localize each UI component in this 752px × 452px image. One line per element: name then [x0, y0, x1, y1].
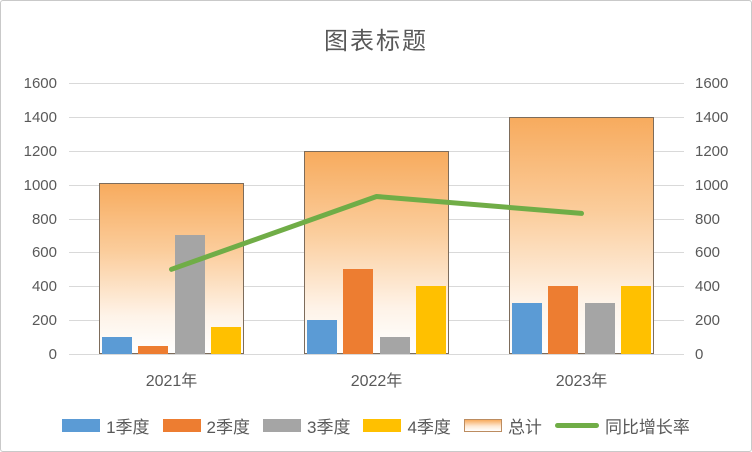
y-axis-tick-label: 0 [695, 346, 704, 363]
bar-group-2023年 [509, 286, 654, 354]
x-axis-category-label: 2023年 [555, 373, 608, 390]
y-axis-tick-label: 1000 [695, 176, 729, 194]
gridline [69, 354, 684, 355]
y-axis-tick-label: 600 [31, 244, 57, 262]
legend-label-q2: 2季度 [206, 418, 250, 437]
legend-label-q1: 1季度 [106, 418, 150, 437]
y-axis-tick-label: 1400 [23, 108, 57, 126]
bar-q2-2022年 [343, 269, 374, 354]
legend-item-q2: 2季度 [162, 413, 250, 438]
legend-item-q3: 3季度 [263, 413, 350, 438]
y-axis-tick-label: 1400 [695, 108, 729, 126]
legend: 1季度 2季度 3季度 4季度 总计 同比增长率 [1, 413, 751, 438]
y-axis-tick-label: 400 [695, 278, 721, 296]
bar-q4-2022年 [415, 286, 446, 354]
chart-title: 图表标题 [324, 28, 428, 55]
legend-swatch-total [463, 419, 502, 432]
legend-swatch-q2 [162, 419, 201, 432]
y-axis-tick-label: 600 [695, 244, 721, 262]
bar-group-2022年 [304, 269, 449, 354]
legend-swatch-q3 [263, 419, 301, 432]
bar-q3-2021年 [174, 235, 205, 354]
legend-label-yoy-growth: 同比增长率 [604, 418, 690, 437]
y-axis-tick-label: 1200 [695, 142, 729, 160]
legend-label-q4: 4季度 [407, 418, 451, 437]
y-axis-tick-label: 800 [31, 210, 57, 228]
legend-item-q1: 1季度 [62, 413, 150, 438]
legend-label-total: 总计 [507, 418, 542, 437]
y-axis-tick-label: 800 [695, 210, 721, 228]
legend-label-q3: 3季度 [307, 418, 351, 437]
legend-swatch-q1 [62, 419, 101, 432]
bar-q2-2021年 [138, 345, 169, 354]
legend-swatch-yoy-growth [554, 423, 599, 428]
plot-area [69, 83, 684, 355]
gridline [69, 116, 684, 118]
bar-q1-2022年 [307, 320, 337, 354]
legend-item-total: 总计 [463, 413, 542, 438]
y-axis-tick-label: 1600 [23, 75, 57, 92]
y-axis-tick-label: 400 [31, 278, 57, 296]
y-axis-tick-label: 1000 [23, 176, 57, 194]
bar-q3-2022年 [379, 337, 410, 354]
x-axis-category-label: 2022年 [350, 373, 403, 390]
bar-q1-2021年 [102, 337, 132, 354]
bar-group-2021年 [99, 235, 244, 354]
x-axis-category-label: 2021年 [145, 373, 198, 390]
line-yoy-growth [169, 193, 584, 272]
bar-q2-2023年 [548, 286, 579, 354]
legend-swatch-q4 [363, 419, 402, 432]
y-axis-tick-label: 1600 [695, 75, 729, 92]
bar-q4-2021年 [210, 326, 241, 354]
gridline [69, 83, 684, 84]
legend-item-yoy-growth: 同比增长率 [554, 413, 690, 438]
y-axis-tick-label: 200 [31, 312, 57, 330]
y-axis-tick-label: 0 [48, 346, 57, 363]
bar-q1-2023年 [512, 303, 542, 354]
bar-q3-2023年 [584, 303, 615, 354]
legend-item-q4: 4季度 [363, 413, 451, 438]
bar-q4-2023年 [620, 286, 651, 354]
y-axis-tick-label: 1200 [23, 142, 57, 160]
y-axis-tick-label: 200 [695, 312, 721, 330]
